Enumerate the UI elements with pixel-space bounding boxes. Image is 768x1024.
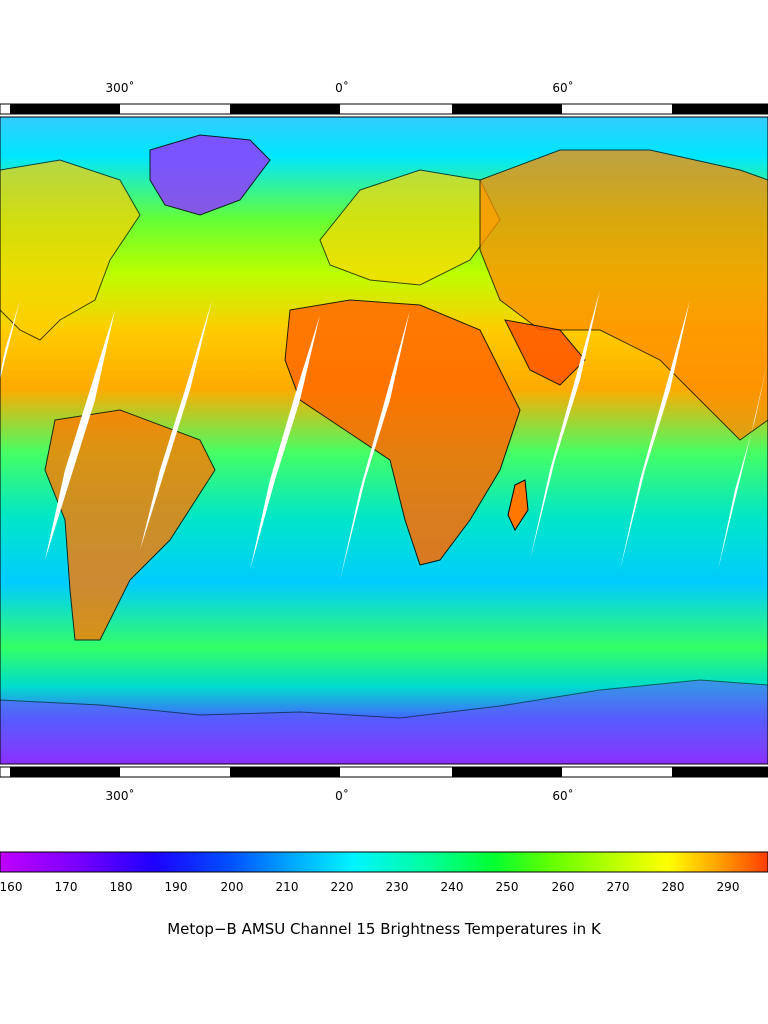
swath-gap <box>0 300 20 380</box>
colorbar-tick: 160 <box>0 880 23 894</box>
greenland <box>149 134 271 216</box>
colorbar-tick: 270 <box>606 880 630 894</box>
lon-label-60-bottom: 60˚ <box>552 789 574 803</box>
arabian-peninsula <box>504 319 586 386</box>
colorbar-tick: 280 <box>661 880 685 894</box>
colorbar-tick: 180 <box>109 880 133 894</box>
swath-gap <box>140 300 212 550</box>
colorbar-tick: 210 <box>275 880 299 894</box>
swath-gap <box>718 360 768 570</box>
colorbar-tick: 260 <box>551 880 575 894</box>
lon-label-0-top: 0˚ <box>335 81 349 95</box>
swath-gap <box>45 310 115 560</box>
lon-bar-bottom <box>0 766 768 778</box>
colorbar-tick: 220 <box>330 880 354 894</box>
colorbar-tick: 240 <box>440 880 464 894</box>
colorbar-title: Metop−B AMSU Channel 15 Brightness Tempe… <box>167 920 601 938</box>
colorbar-tick: 290 <box>716 880 740 894</box>
europe <box>319 169 501 286</box>
colorbar-tick: 250 <box>495 880 519 894</box>
asia <box>479 149 768 441</box>
lon-label-60-top: 60˚ <box>552 81 574 95</box>
colorbar-tick: 200 <box>220 880 244 894</box>
colorbar <box>0 851 768 873</box>
lon-label-300-bottom: 300˚ <box>105 789 135 803</box>
swath-gap <box>340 310 410 580</box>
brightness-temperature-field <box>0 117 768 764</box>
antarctica-coast <box>0 679 768 764</box>
colorbar-tick: 230 <box>385 880 409 894</box>
swath-gap <box>620 300 690 570</box>
lon-bar-top <box>0 103 768 115</box>
colorbar-tick: 190 <box>164 880 188 894</box>
swath-gap <box>530 290 600 560</box>
lon-label-0-bottom: 0˚ <box>335 789 349 803</box>
lon-label-300-top: 300˚ <box>105 81 135 95</box>
madagascar <box>507 479 529 532</box>
colorbar-tick: 170 <box>54 880 78 894</box>
south-america <box>44 409 216 641</box>
swath-gap <box>250 315 320 570</box>
